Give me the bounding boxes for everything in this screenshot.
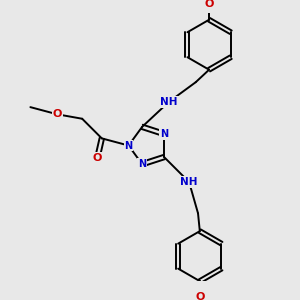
Text: N: N	[138, 159, 146, 169]
Text: O: O	[93, 153, 102, 163]
Text: O: O	[52, 109, 62, 119]
Text: O: O	[204, 0, 214, 9]
Text: N: N	[160, 129, 168, 139]
Text: NH: NH	[180, 177, 198, 187]
Text: O: O	[195, 292, 205, 300]
Text: N: N	[124, 140, 133, 151]
Text: NH: NH	[160, 97, 178, 107]
